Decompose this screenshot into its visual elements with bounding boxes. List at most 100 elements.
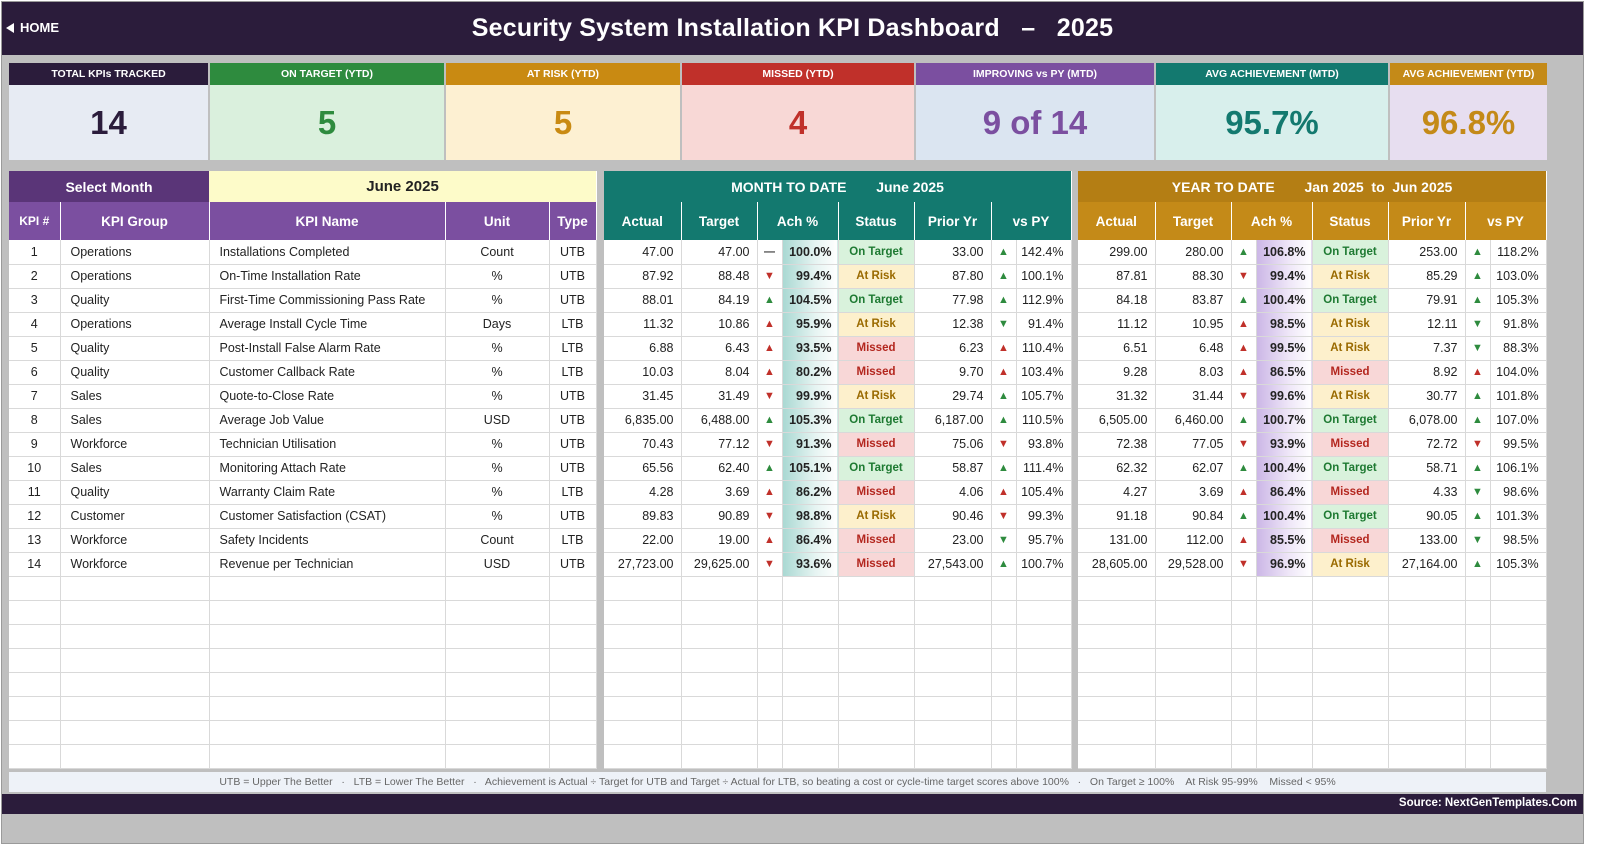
ytd-vs-py: 105.3% — [1490, 288, 1547, 313]
ytd-header-period: Jan 2025 to Jun 2025 — [1304, 178, 1453, 195]
ytd-actual: 299.00 — [1078, 240, 1156, 265]
kpi-name: Quote-to-Close Rate — [209, 384, 446, 409]
kpi-unit: Days — [445, 312, 550, 337]
mtd-row: 22.00 19.00 ▲ 86.4% Missed 23.00 ▼ 95.7% — [604, 528, 1072, 553]
ytd-row: 31.32 31.44 ▼ 99.6% At Risk 30.77 ▲ 101.8% — [1078, 384, 1547, 409]
ytd-achievement: 100.4% — [1256, 456, 1313, 481]
ytd-actual: 11.12 — [1078, 312, 1156, 337]
ytd-vs-py: 106.1% — [1490, 456, 1547, 481]
down-arrow-icon: ▼ — [991, 504, 1017, 529]
kpi-type: LTB — [549, 336, 597, 361]
up-arrow-icon: ▲ — [991, 384, 1017, 409]
ytd-prior-year: 72.72 — [1388, 432, 1466, 457]
ytd-achievement: 98.5% — [1256, 312, 1313, 337]
mtd-prior-year: 6.23 — [914, 336, 992, 361]
kpi-number: 2 — [9, 264, 61, 289]
mtd-header-period: June 2025 — [876, 178, 944, 195]
mtd-achievement: 91.3% — [782, 432, 839, 457]
mtd-achievement: 86.4% — [782, 528, 839, 553]
kpi-card: AT RISK (YTD) 5 — [446, 63, 680, 162]
up-arrow-icon: ▲ — [991, 288, 1017, 313]
kpi-type: UTB — [549, 384, 597, 409]
mtd-prior-year: 87.80 — [914, 264, 992, 289]
home-button[interactable]: HOME — [6, 20, 59, 35]
ytd-col-prior: Prior Yr — [1388, 202, 1466, 240]
mtd-target: 19.00 — [681, 528, 758, 553]
mtd-vs-py: 100.7% — [1016, 552, 1072, 577]
ytd-achievement: 99.4% — [1256, 264, 1313, 289]
mtd-vs-py: 112.9% — [1016, 288, 1072, 313]
empty-row — [9, 648, 597, 673]
mtd-vs-py: 103.4% — [1016, 360, 1072, 385]
kpi-card: MISSED (YTD) 4 — [682, 63, 914, 162]
ytd-actual: 87.81 — [1078, 264, 1156, 289]
ytd-target: 280.00 — [1155, 240, 1232, 265]
kpi-type: UTB — [549, 240, 597, 265]
kpi-group: Quality — [60, 288, 210, 313]
ytd-actual: 6,505.00 — [1078, 408, 1156, 433]
status-badge: Missed — [1312, 360, 1389, 385]
kpi-number: 7 — [9, 384, 61, 409]
legend-note: UTB = Upper The Better · LTB = Lower The… — [9, 772, 1546, 792]
table-row: 13 Workforce Safety Incidents Count LTB — [9, 528, 597, 553]
flat-dash-icon: — — [757, 240, 783, 265]
ytd-prior-year: 85.29 — [1388, 264, 1466, 289]
mtd-actual: 88.01 — [604, 288, 682, 313]
ytd-target: 90.84 — [1155, 504, 1232, 529]
mtd-row: 6.88 6.43 ▲ 93.5% Missed 6.23 ▲ 110.4% — [604, 336, 1072, 361]
kpi-unit: % — [445, 288, 550, 313]
col-unit: Unit — [445, 202, 550, 240]
kpi-group: Customer — [60, 504, 210, 529]
ytd-table: YEAR TO DATE Jan 2025 to Jun 2025 Actual… — [1078, 171, 1547, 769]
kpi-card-value: 96.8% — [1390, 85, 1547, 160]
mtd-prior-year: 6,187.00 — [914, 408, 992, 433]
kpi-name: On-Time Installation Rate — [209, 264, 446, 289]
ytd-achievement: 106.8% — [1256, 240, 1313, 265]
mtd-vs-py: 100.1% — [1016, 264, 1072, 289]
up-arrow-icon: ▲ — [991, 408, 1017, 433]
table-row: 1 Operations Installations Completed Count U… — [9, 240, 597, 265]
up-arrow-icon: ▲ — [991, 360, 1017, 385]
kpi-type: LTB — [549, 528, 597, 553]
kpi-name: Customer Satisfaction (CSAT) — [209, 504, 446, 529]
status-badge: Missed — [838, 480, 915, 505]
status-badge: At Risk — [838, 312, 915, 337]
ytd-prior-year: 79.91 — [1388, 288, 1466, 313]
ytd-col-vspy: vs PY — [1465, 202, 1547, 240]
mtd-table: MONTH TO DATE June 2025 Actual Target Ac… — [604, 171, 1072, 769]
up-arrow-icon: ▲ — [1465, 456, 1491, 481]
table-row: 5 Quality Post-Install False Alarm Rate% LT… — [9, 336, 597, 361]
up-arrow-icon: ▲ — [1231, 408, 1257, 433]
mtd-col-target: Target — [681, 202, 758, 240]
status-badge: On Target — [1312, 240, 1389, 265]
kpi-number: 13 — [9, 528, 61, 553]
up-arrow-icon: ▲ — [991, 264, 1017, 289]
kpi-name: Technician Utilisation — [209, 432, 446, 457]
kpi-group: Quality — [60, 336, 210, 361]
mtd-achievement: 105.3% — [782, 408, 839, 433]
month-select[interactable]: June 2025 — [209, 171, 597, 202]
ytd-row: 299.00 280.00 ▲ 106.8% On Target 253.00 ▲ 118.2… — [1078, 240, 1547, 265]
kpi-group: Sales — [60, 384, 210, 409]
empty-row — [604, 624, 1072, 649]
ytd-col-target: Target — [1155, 202, 1232, 240]
status-badge: At Risk — [838, 504, 915, 529]
ytd-target: 29,528.00 — [1155, 552, 1232, 577]
up-arrow-icon: ▲ — [757, 528, 783, 553]
home-label: HOME — [20, 20, 59, 35]
mtd-achievement: 104.5% — [782, 288, 839, 313]
kpi-card-value: 5 — [210, 85, 444, 160]
ytd-row: 62.32 62.07 ▲ 100.4% On Target 58.71 ▲ 106.1% — [1078, 456, 1547, 481]
status-badge: Missed — [838, 432, 915, 457]
mtd-achievement: 95.9% — [782, 312, 839, 337]
up-arrow-icon: ▲ — [1465, 384, 1491, 409]
ytd-achievement: 93.9% — [1256, 432, 1313, 457]
kpi-card-label: AVG ACHIEVEMENT (MTD) — [1156, 63, 1388, 85]
kpi-list-table: Select Month June 2025 KPI # KPI Group K… — [9, 171, 597, 769]
kpi-unit: Count — [445, 240, 550, 265]
kpi-unit: % — [445, 456, 550, 481]
kpi-name: Average Install Cycle Time — [209, 312, 446, 337]
status-badge: Missed — [838, 552, 915, 577]
kpi-number: 3 — [9, 288, 61, 313]
mtd-row: 10.03 8.04 ▲ 80.2% Missed 9.70 ▲ 103.4% — [604, 360, 1072, 385]
